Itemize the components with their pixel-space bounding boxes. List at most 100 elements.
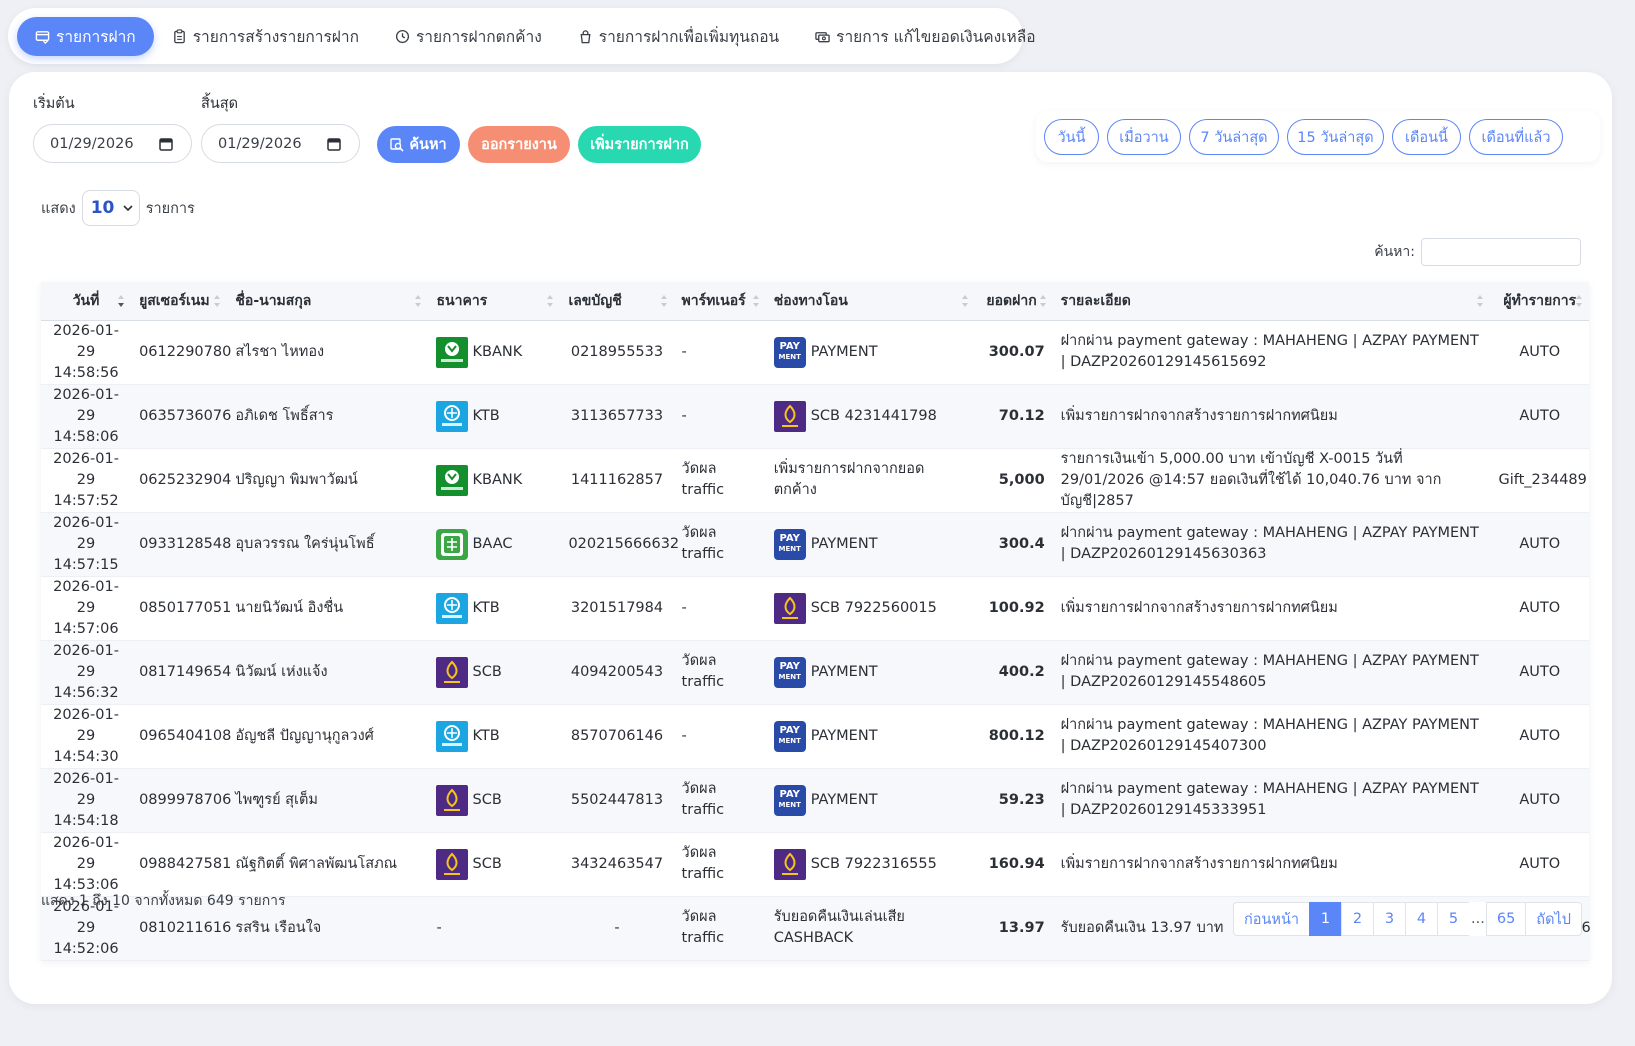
search-icon — [390, 137, 404, 152]
bank-name: KBANK — [472, 471, 523, 488]
length-prefix: แสดง — [41, 200, 76, 217]
cell-date: 2026-01-29 14:53:06 — [41, 832, 132, 897]
cell-username[interactable]: 0899978706 — [131, 768, 231, 833]
next-page-button[interactable]: ถัดไป — [1525, 902, 1582, 936]
cell-bank: KTB — [428, 384, 561, 449]
channel-name: SCB 4231441798 — [810, 407, 937, 424]
sort-icon — [752, 295, 759, 307]
column-header-bank[interactable]: ธนาคาร — [428, 282, 561, 321]
date-value: 2026-01-29 — [53, 642, 119, 680]
column-header-label: ชื่อ-นามสกุล — [235, 292, 312, 309]
page-button-last[interactable]: 65 — [1485, 902, 1527, 936]
cell-partner: - — [673, 384, 766, 449]
bank-name: BAAC — [472, 535, 513, 552]
deposit-icon — [35, 30, 50, 44]
cell-username[interactable]: 0635736076 — [131, 384, 231, 449]
column-header-date[interactable]: วันที่ — [41, 282, 132, 321]
range-last-month-button[interactable]: เดือนที่แล้ว — [1469, 119, 1563, 155]
channel-name: SCB 7922316555 — [810, 855, 937, 872]
tab-create-deposit[interactable]: รายการสร้างรายการฝาก — [154, 17, 377, 56]
cell-partner: - — [673, 576, 766, 641]
time-value: 14:54:18 — [53, 812, 119, 829]
cell-username[interactable]: 0817149654 — [131, 640, 231, 705]
table-row: 2026-01-29 14:58:56 0612290780 สไรชา ไหทอง K… — [41, 320, 1589, 385]
cell-amount: 400.2 — [975, 640, 1053, 705]
tab-capital-deposits[interactable]: รายการฝากเพื่อเพิ่มทุนถอน — [560, 17, 797, 56]
tab-pending-deposits[interactable]: รายการฝากตกค้าง — [377, 17, 560, 56]
search-button[interactable]: ค้นหา — [377, 126, 460, 163]
sort-icon — [118, 295, 125, 307]
column-header-account[interactable]: เลขบัญชี — [560, 282, 674, 321]
column-header-partner[interactable]: พาร์ทเนอร์ — [673, 282, 766, 321]
cell-channel: PAY MENT PAYMENT — [765, 704, 976, 769]
calendar-icon[interactable] — [159, 137, 173, 151]
bag-icon — [580, 29, 591, 43]
page-button-3[interactable]: 3 — [1373, 902, 1407, 936]
bank-name: KTB — [472, 407, 500, 424]
cell-detail: ฝากผ่าน payment gateway : MAHAHENG | AZP… — [1052, 704, 1491, 769]
pagination: ก่อนหน้า 1 2 3 4 5 ... 65 ถัดไป — [1233, 902, 1582, 936]
column-header-amount[interactable]: ยอดฝาก — [975, 282, 1053, 321]
tab-deposits[interactable]: รายการฝาก — [17, 16, 154, 56]
time-value: 14:54:30 — [53, 748, 119, 765]
cell-operator: AUTO — [1490, 768, 1589, 833]
cell-partner: - — [673, 320, 766, 385]
column-header-channel[interactable]: ช่องทางโอน — [765, 282, 976, 321]
start-date-input[interactable]: 01/29/2026 — [33, 124, 192, 163]
money-icon — [815, 31, 830, 42]
cell-username[interactable]: 0612290780 — [131, 320, 231, 385]
table-row: 2026-01-29 14:54:30 0965404108 อัญชลี ปัญญา… — [41, 704, 1589, 769]
page-button-4[interactable]: 4 — [1405, 902, 1439, 936]
tab-balance-adjust[interactable]: รายการ แก้ไขยอดเงินคงเหลือ — [797, 17, 1053, 56]
page-button-5[interactable]: 5 — [1437, 902, 1471, 936]
cell-username[interactable]: 0850177051 — [131, 576, 231, 641]
range-this-month-button[interactable]: เดือนนี้ — [1392, 119, 1461, 155]
cell-account: 5502447813 — [560, 768, 674, 833]
cell-detail: ฝากผ่าน payment gateway : MAHAHENG | AZP… — [1052, 320, 1491, 385]
cell-username[interactable]: 0988427581 — [131, 832, 231, 897]
range-yesterday-button[interactable]: เมื่อวาน — [1107, 119, 1181, 155]
column-header-fullname[interactable]: ชื่อ-นามสกุล — [227, 282, 429, 321]
cell-operator: AUTO — [1490, 384, 1589, 449]
range-7days-button[interactable]: 7 วันล่าสุด — [1189, 119, 1279, 155]
range-today-button[interactable]: วันนี้ — [1044, 119, 1099, 155]
channel-name: เพิ่มรายการฝากจากยอดตกค้าง — [773, 461, 925, 498]
cell-username[interactable]: 0933128548 — [131, 512, 231, 577]
page-button-2[interactable]: 2 — [1341, 902, 1375, 936]
tab-label: รายการ แก้ไขยอดเงินคงเหลือ — [836, 27, 1036, 46]
column-header-label: ยอดฝาก — [986, 292, 1037, 309]
prev-page-button[interactable]: ก่อนหน้า — [1233, 902, 1311, 936]
cell-account: 3432463547 — [560, 832, 674, 897]
add-deposit-button[interactable]: เพิ่มรายการฝาก — [578, 126, 701, 163]
sort-icon — [1576, 295, 1582, 307]
calendar-icon[interactable] — [327, 137, 341, 151]
column-header-detail[interactable]: รายละเอียด — [1052, 282, 1491, 321]
report-button[interactable]: ออกรายงาน — [468, 126, 570, 163]
bank-name: SCB — [472, 791, 502, 808]
cell-username[interactable]: 0625232904 — [131, 448, 231, 513]
channel-name: PAYMENT — [810, 535, 878, 552]
payment-logo-icon: PAY MENT — [773, 528, 806, 560]
column-header-username[interactable]: ยูสเซอร์เนม — [131, 282, 228, 321]
cell-fullname: นายนิวัฒน์ อิงชื่น — [227, 576, 429, 641]
date-value: 2026-01-29 — [53, 770, 119, 808]
payment-logo-icon: PAY MENT — [773, 720, 806, 752]
tab-label: รายการฝากตกค้าง — [415, 27, 542, 46]
payment-logo-icon: PAY MENT — [773, 656, 806, 688]
column-header-operator[interactable]: ผู้ทำรายการ — [1490, 282, 1589, 321]
table-search-input[interactable] — [1421, 238, 1581, 266]
cell-username[interactable]: 0965404108 — [131, 704, 231, 769]
cell-account: 3201517984 — [560, 576, 674, 641]
date-value: 2026-01-29 — [53, 386, 119, 424]
cell-date: 2026-01-29 14:58:06 — [41, 384, 132, 449]
sort-icon — [415, 295, 422, 307]
range-15days-button[interactable]: 15 วันล่าสุด — [1287, 119, 1384, 155]
page-length-select[interactable]: 10 — [81, 190, 140, 226]
cell-channel: PAY MENT PAYMENT — [765, 512, 976, 577]
cell-username[interactable]: 0810211616 — [131, 896, 231, 961]
end-date-input[interactable]: 01/29/2026 — [201, 124, 360, 163]
end-date-value: 01/29/2026 — [218, 135, 302, 152]
column-header-label: วันที่ — [72, 292, 100, 309]
search-button-label: ค้นหา — [409, 137, 447, 153]
page-button-1[interactable]: 1 — [1309, 902, 1343, 936]
